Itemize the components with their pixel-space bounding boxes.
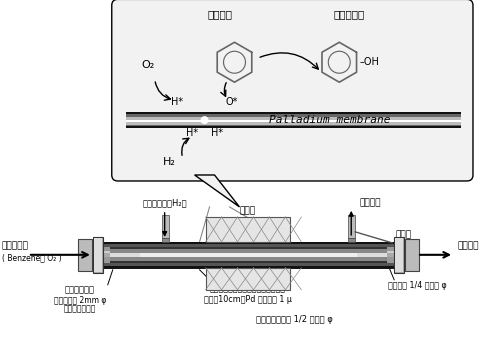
Bar — [93, 237, 103, 273]
Text: ガス入り口: ガス入り口 — [2, 241, 29, 250]
Text: ガス入り口（H₂）: ガス入り口（H₂） — [142, 198, 187, 207]
Bar — [110, 253, 387, 257]
Bar — [98, 242, 399, 244]
Bar — [94, 238, 102, 272]
Bar — [98, 251, 399, 253]
Text: アルミナ上に担持したパラジウム膜: アルミナ上に担持したパラジウム膜 — [210, 285, 285, 294]
Text: 長さ；10cm　Pd 膜厚約； 1 μ: 長さ；10cm Pd 膜厚約； 1 μ — [203, 295, 291, 304]
Text: H*: H* — [212, 128, 224, 138]
Text: ガス出口: ガス出口 — [359, 198, 381, 207]
Bar — [394, 237, 404, 273]
Text: H₂: H₂ — [163, 157, 176, 167]
Circle shape — [200, 116, 209, 124]
Text: ( Benzene， O₂ ): ( Benzene， O₂ ) — [2, 254, 62, 263]
Bar — [348, 238, 355, 242]
Bar — [98, 247, 399, 251]
Text: （ガラス被覚）: （ガラス被覚） — [64, 305, 96, 314]
Text: –OH: –OH — [359, 57, 379, 67]
Bar — [126, 117, 461, 120]
Bar — [78, 239, 92, 271]
Bar — [110, 261, 387, 263]
Bar — [126, 120, 461, 122]
Bar — [98, 263, 399, 266]
Bar — [98, 266, 399, 268]
Bar — [110, 249, 387, 253]
Text: Palladium membrane: Palladium membrane — [269, 115, 390, 125]
Text: H*: H* — [170, 97, 183, 107]
Text: フェノール: フェノール — [334, 9, 365, 19]
Text: ガラス管 1/4 インチ φ: ガラス管 1/4 インチ φ — [388, 281, 446, 290]
Bar — [162, 238, 169, 242]
Bar — [110, 247, 387, 249]
Bar — [126, 122, 461, 125]
Bar — [98, 257, 399, 263]
Text: ステンレス外筒 1/2 インチ φ: ステンレス外筒 1/2 インチ φ — [256, 315, 333, 324]
Text: アルミナ管 2mm φ: アルミナ管 2mm φ — [54, 296, 106, 305]
Bar — [348, 215, 355, 238]
Bar — [162, 215, 169, 238]
Text: O*: O* — [225, 97, 238, 107]
Polygon shape — [195, 175, 240, 207]
Text: H*: H* — [185, 128, 198, 138]
Text: ガス出口: ガス出口 — [457, 241, 479, 250]
Bar — [126, 114, 461, 117]
Text: ベンゼン: ベンゼン — [207, 9, 232, 19]
Text: 温度計: 温度計 — [395, 230, 411, 239]
Bar — [395, 238, 403, 272]
Bar — [405, 239, 419, 271]
Bar — [206, 268, 290, 290]
Bar — [206, 217, 290, 242]
Bar — [126, 125, 461, 126]
Text: 加熱器: 加熱器 — [240, 206, 256, 215]
Text: ガラス接続部: ガラス接続部 — [65, 286, 95, 295]
Bar — [140, 253, 357, 257]
Bar — [126, 112, 461, 114]
Text: O₂: O₂ — [141, 60, 154, 70]
Bar — [110, 257, 387, 261]
FancyBboxPatch shape — [112, 0, 473, 181]
Bar — [98, 244, 399, 247]
Bar — [98, 253, 399, 257]
Bar — [126, 126, 461, 128]
